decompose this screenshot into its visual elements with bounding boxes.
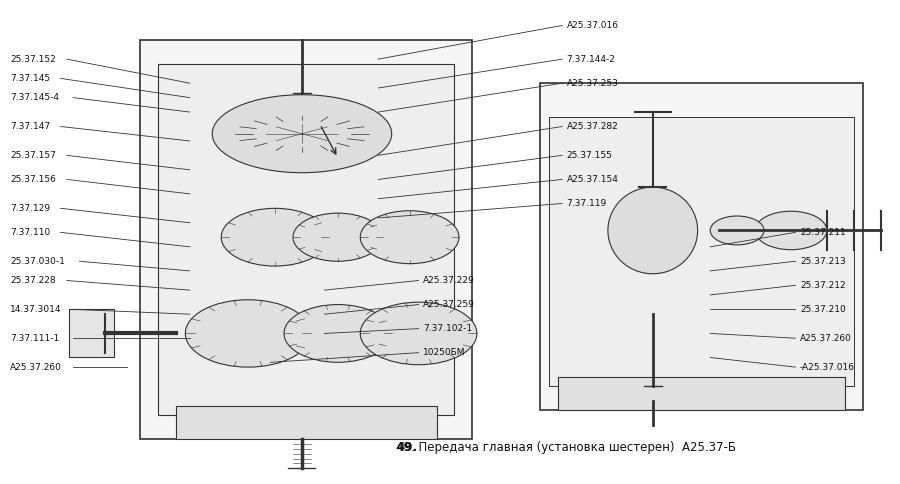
Text: 7.37.129: 7.37.129 bbox=[11, 204, 50, 213]
Text: A25.37.016: A25.37.016 bbox=[567, 21, 618, 30]
FancyBboxPatch shape bbox=[176, 406, 436, 439]
FancyBboxPatch shape bbox=[558, 377, 845, 410]
Text: A25.37.229: A25.37.229 bbox=[423, 276, 475, 285]
Text: 25.37.155: 25.37.155 bbox=[567, 151, 613, 160]
Circle shape bbox=[293, 213, 382, 261]
Text: A25.37.154: A25.37.154 bbox=[567, 175, 618, 184]
Text: 25.37.210: 25.37.210 bbox=[800, 305, 846, 314]
FancyBboxPatch shape bbox=[549, 117, 854, 386]
FancyBboxPatch shape bbox=[540, 83, 863, 410]
Text: 25.37.030-1: 25.37.030-1 bbox=[11, 257, 65, 266]
Text: 25.37.157: 25.37.157 bbox=[11, 151, 56, 160]
Text: 49. Передача главная (установка шестерен)  A25.37-Б: 49. Передача главная (установка шестерен… bbox=[396, 441, 736, 454]
Text: 25.37.213: 25.37.213 bbox=[800, 257, 846, 266]
Text: 7.37.111-1: 7.37.111-1 bbox=[11, 334, 59, 343]
FancyBboxPatch shape bbox=[158, 64, 454, 415]
Text: A25.37.282: A25.37.282 bbox=[567, 122, 618, 131]
Text: 25.37.156: 25.37.156 bbox=[11, 175, 56, 184]
Circle shape bbox=[710, 216, 764, 245]
Ellipse shape bbox=[212, 95, 392, 173]
Circle shape bbox=[755, 211, 827, 250]
Text: 49.: 49. bbox=[396, 441, 418, 454]
Text: 10250БМ: 10250БМ bbox=[423, 348, 465, 357]
Text: 25.37.228: 25.37.228 bbox=[11, 276, 56, 285]
Text: A25.37.260: A25.37.260 bbox=[800, 334, 851, 343]
FancyBboxPatch shape bbox=[68, 309, 113, 358]
Text: A25.37.253: A25.37.253 bbox=[567, 79, 618, 88]
Circle shape bbox=[221, 208, 328, 266]
Text: 14.37.3014: 14.37.3014 bbox=[11, 305, 62, 314]
Text: 7.37.147: 7.37.147 bbox=[11, 122, 50, 131]
Text: A25.37.259: A25.37.259 bbox=[423, 300, 475, 309]
Text: 25.37.152: 25.37.152 bbox=[11, 55, 56, 63]
Text: A25.37.260: A25.37.260 bbox=[11, 363, 62, 372]
Ellipse shape bbox=[608, 187, 698, 274]
Text: 25.37.212: 25.37.212 bbox=[800, 281, 845, 290]
Text: 7.37.145: 7.37.145 bbox=[11, 74, 50, 83]
Text: 25.37.211: 25.37.211 bbox=[800, 228, 846, 237]
Text: 7.37.119: 7.37.119 bbox=[567, 199, 607, 208]
Circle shape bbox=[360, 211, 459, 264]
Text: 7.37.145-4: 7.37.145-4 bbox=[11, 93, 59, 102]
FancyBboxPatch shape bbox=[140, 40, 472, 439]
Circle shape bbox=[284, 304, 392, 363]
Circle shape bbox=[185, 300, 310, 367]
Text: 7.37.144-2: 7.37.144-2 bbox=[567, 55, 616, 63]
Text: -A25.37.016: -A25.37.016 bbox=[800, 363, 855, 372]
Text: 7.37.110: 7.37.110 bbox=[11, 228, 50, 237]
Text: 7.37.102-1: 7.37.102-1 bbox=[423, 324, 473, 333]
Circle shape bbox=[360, 302, 477, 365]
